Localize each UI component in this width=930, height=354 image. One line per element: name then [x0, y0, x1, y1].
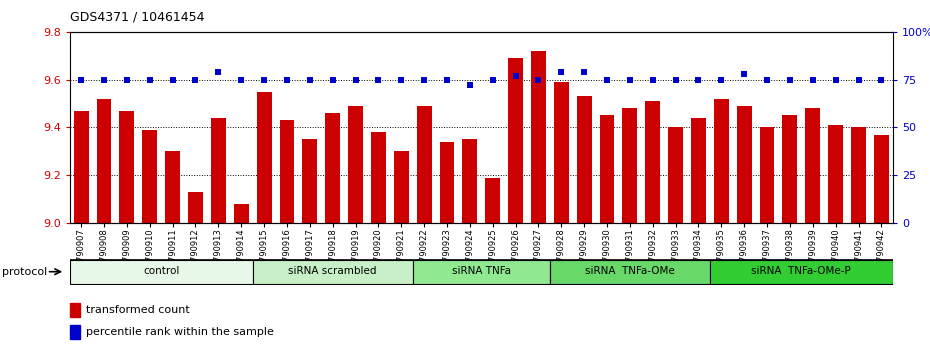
Bar: [211, 118, 226, 223]
Point: [508, 73, 523, 79]
Bar: [142, 130, 157, 223]
Bar: [166, 151, 180, 223]
Bar: [714, 99, 729, 223]
Bar: [70, 303, 80, 317]
Bar: [577, 96, 591, 223]
Text: protocol: protocol: [2, 267, 47, 277]
Text: transformed count: transformed count: [86, 305, 191, 315]
Text: percentile rank within the sample: percentile rank within the sample: [86, 327, 274, 337]
Bar: [805, 108, 820, 223]
Point: [645, 77, 660, 82]
Bar: [119, 111, 134, 223]
Bar: [760, 127, 775, 223]
Bar: [73, 111, 88, 223]
Bar: [371, 132, 386, 223]
Point: [280, 77, 295, 82]
Bar: [97, 99, 112, 223]
Point: [782, 77, 797, 82]
Point: [371, 77, 386, 82]
Bar: [508, 58, 523, 223]
Bar: [302, 139, 317, 223]
Point: [805, 77, 820, 82]
Point: [348, 77, 363, 82]
Point: [668, 77, 683, 82]
Point: [851, 77, 866, 82]
Point: [166, 77, 180, 82]
Bar: [668, 127, 683, 223]
Point: [233, 77, 248, 82]
Point: [257, 77, 272, 82]
Bar: [737, 106, 751, 223]
Point: [119, 77, 134, 82]
Point: [531, 77, 546, 82]
Point: [142, 77, 157, 82]
Point: [622, 77, 637, 82]
Bar: [874, 135, 889, 223]
Bar: [348, 106, 363, 223]
Bar: [550, 260, 710, 284]
Bar: [417, 106, 432, 223]
Bar: [257, 92, 272, 223]
Bar: [531, 51, 546, 223]
Point: [188, 77, 203, 82]
Bar: [326, 113, 340, 223]
Point: [302, 77, 317, 82]
Point: [737, 71, 751, 77]
Point: [393, 77, 408, 82]
Point: [485, 77, 500, 82]
Bar: [393, 151, 408, 223]
Point: [417, 77, 432, 82]
Bar: [462, 139, 477, 223]
Point: [600, 77, 615, 82]
Text: siRNA  TNFa-OMe-P: siRNA TNFa-OMe-P: [751, 266, 851, 276]
Bar: [645, 101, 660, 223]
Bar: [413, 260, 550, 284]
Bar: [829, 125, 844, 223]
Point: [874, 77, 889, 82]
Text: siRNA  TNFa-OMe: siRNA TNFa-OMe: [585, 266, 675, 276]
Bar: [70, 260, 253, 284]
Point: [714, 77, 729, 82]
Text: GDS4371 / 10461454: GDS4371 / 10461454: [70, 11, 205, 24]
Bar: [622, 108, 637, 223]
Point: [97, 77, 112, 82]
Bar: [485, 178, 500, 223]
Bar: [70, 325, 80, 339]
Point: [326, 77, 340, 82]
Point: [760, 77, 775, 82]
Point: [211, 69, 226, 75]
Bar: [554, 82, 569, 223]
Bar: [188, 192, 203, 223]
Bar: [782, 115, 797, 223]
Bar: [280, 120, 295, 223]
Text: siRNA scrambled: siRNA scrambled: [288, 266, 377, 276]
Bar: [710, 260, 893, 284]
Bar: [691, 118, 706, 223]
Point: [577, 69, 591, 75]
Point: [462, 82, 477, 88]
Bar: [600, 115, 615, 223]
Bar: [253, 260, 413, 284]
Bar: [233, 204, 248, 223]
Point: [829, 77, 844, 82]
Bar: [851, 127, 866, 223]
Point: [73, 77, 88, 82]
Point: [554, 69, 569, 75]
Text: control: control: [143, 266, 179, 276]
Text: siRNA TNFa: siRNA TNFa: [452, 266, 511, 276]
Point: [691, 77, 706, 82]
Bar: [440, 142, 455, 223]
Point: [440, 77, 455, 82]
